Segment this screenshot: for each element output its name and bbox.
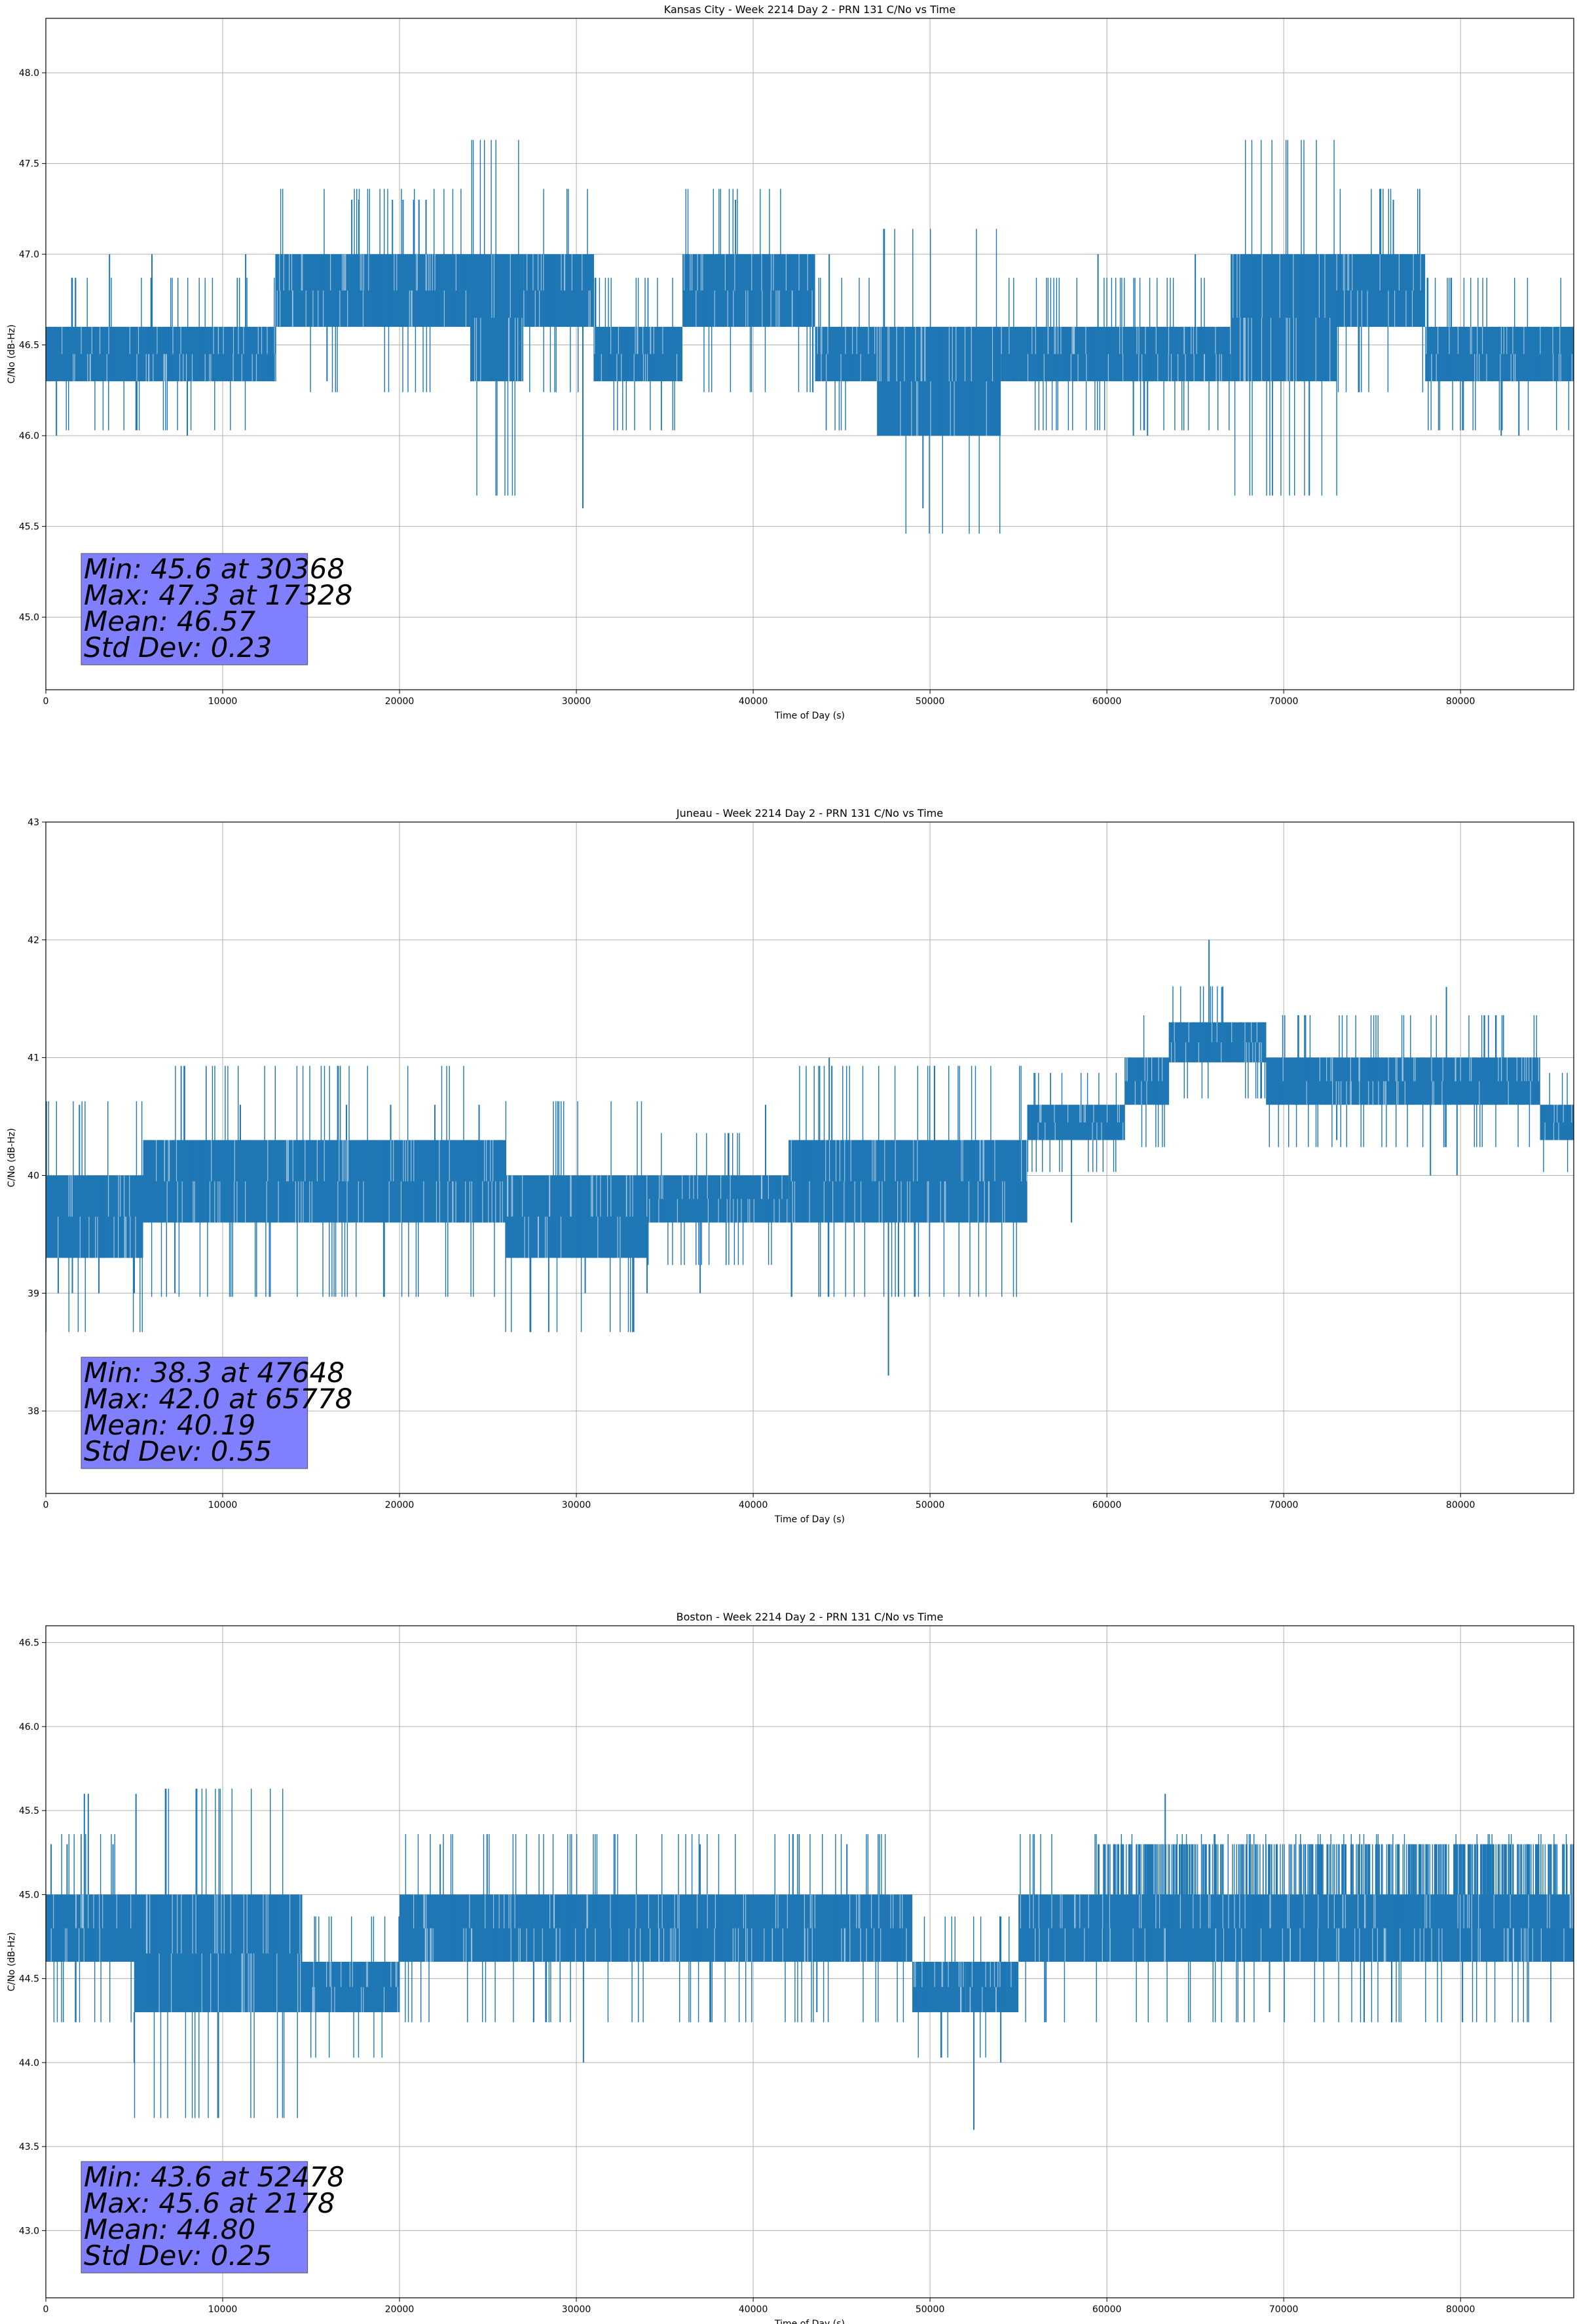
chart-title: Juneau - Week 2214 Day 2 - PRN 131 C/No …	[676, 807, 943, 819]
stats-box-background	[81, 553, 308, 665]
y-tick-label: 44.0	[19, 2058, 39, 2069]
y-tick-label: 45.0	[19, 1890, 39, 1900]
x-tick-label: 0	[43, 696, 49, 707]
x-tick-label: 70000	[1269, 696, 1299, 707]
y-tick-label: 45.0	[19, 612, 39, 623]
x-tick-label: 10000	[208, 1500, 238, 1510]
x-tick-label: 10000	[208, 696, 238, 707]
chart-panel-kansas-city: Kansas City - Week 2214 Day 2 - PRN 131 …	[7, 3, 1574, 721]
stats-std-dev: Std Dev: 0.23	[84, 631, 272, 664]
y-tick-label: 43	[28, 817, 39, 828]
chart-title: Kansas City - Week 2214 Day 2 - PRN 131 …	[664, 3, 955, 16]
x-axis-label: Time of Day (s)	[774, 1514, 845, 1525]
x-tick-label: 30000	[562, 696, 591, 707]
y-tick-label: 38	[28, 1406, 39, 1417]
stats-box-background	[81, 2161, 308, 2274]
stats-max: Max: 45.6 at 2178	[84, 2187, 335, 2219]
x-tick-label: 40000	[739, 1500, 768, 1510]
x-tick-label: 50000	[916, 2304, 945, 2315]
series-cno	[46, 140, 1574, 534]
x-tick-label: 80000	[1446, 696, 1475, 707]
stats-mean: Mean: 40.19	[84, 1409, 255, 1441]
signal-band	[647, 1175, 789, 1223]
signal-band	[276, 254, 471, 327]
x-tick-label: 60000	[1092, 696, 1122, 707]
stats-mean: Mean: 46.57	[84, 605, 255, 637]
y-axis-label: C/No (dB-Hz)	[7, 1128, 17, 1187]
axis-ticks: 0 10000 20000 30000 40000 50000 60000 70000 8000…	[28, 817, 1475, 1510]
stats-min: Min: 38.3 at 47648	[84, 1357, 344, 1389]
chart-panel-juneau: Juneau - Week 2214 Day 2 - PRN 131 C/No …	[7, 807, 1574, 1525]
signal-trace	[46, 1788, 1574, 2118]
stats-box: Min: 38.3 at 47648 Max: 42.0 at 65778 Me…	[81, 1357, 352, 1469]
x-tick-label: 40000	[739, 2304, 768, 2315]
y-tick-label: 46.5	[19, 341, 39, 351]
stats-box-background	[81, 1357, 308, 1469]
axes-frame	[45, 18, 1574, 690]
signal-band	[1027, 1104, 1125, 1140]
stats-box: Min: 45.6 at 30368 Max: 47.3 at 17328 Me…	[81, 553, 352, 665]
x-tick-label: 80000	[1446, 1500, 1475, 1510]
y-tick-label: 47.5	[19, 159, 39, 170]
x-axis-label: Time of Day (s)	[774, 711, 845, 721]
series-cno	[46, 1788, 1574, 2130]
y-tick-label: 39	[28, 1288, 39, 1299]
series-cno	[45, 939, 1574, 1376]
y-tick-label: 44.5	[19, 1974, 39, 1985]
x-tick-label: 60000	[1092, 2304, 1122, 2315]
y-tick-label: 43.0	[19, 2226, 39, 2236]
y-tick-label: 41	[28, 1053, 39, 1064]
x-tick-label: 20000	[385, 2304, 415, 2315]
x-tick-label: 30000	[562, 2304, 591, 2315]
y-tick-label: 40	[28, 1171, 39, 1181]
signal-band	[46, 1175, 143, 1258]
y-tick-label: 46.0	[19, 431, 39, 441]
axes-frame	[45, 1625, 1574, 2298]
stats-box: Min: 43.6 at 52478 Max: 45.6 at 2178 Mea…	[81, 2161, 344, 2274]
y-axis-label: C/No (dB-Hz)	[7, 1932, 17, 1991]
stats-std-dev: Std Dev: 0.25	[84, 2240, 272, 2272]
x-tick-label: 70000	[1269, 2304, 1299, 2315]
y-tick-label: 42	[28, 935, 39, 946]
y-tick-label: 45.5	[19, 522, 39, 533]
x-axis-label: Time of Day (s)	[774, 2319, 845, 2324]
stats-mean: Mean: 44.80	[84, 2213, 255, 2245]
stats-min: Min: 45.6 at 30368	[84, 553, 344, 585]
x-tick-label: 50000	[916, 696, 945, 707]
axis-ticks: 0 10000 20000 30000 40000 50000 60000 70000 8000…	[19, 1638, 1475, 2315]
x-tick-label: 80000	[1446, 2304, 1475, 2315]
x-tick-label: 40000	[739, 696, 768, 707]
signal-trace-dither	[50, 1894, 1573, 2012]
y-tick-label: 47.0	[19, 250, 39, 260]
y-tick-label: 43.5	[19, 2142, 39, 2152]
x-tick-label: 50000	[916, 1500, 945, 1510]
signal-trace-dither	[58, 1022, 1572, 1258]
y-tick-label: 46.5	[19, 1638, 39, 1649]
axis-ticks: 0 10000 20000 30000 40000 50000 60000 70000 8000…	[19, 68, 1475, 707]
x-tick-label: 20000	[385, 696, 415, 707]
chart-title: Boston - Week 2214 Day 2 - PRN 131 C/No …	[677, 1611, 944, 1623]
x-tick-label: 0	[43, 1500, 49, 1510]
x-tick-label: 0	[43, 2304, 49, 2315]
chart-panel-boston: Boston - Week 2214 Day 2 - PRN 131 C/No …	[7, 1611, 1574, 2324]
stats-min: Min: 43.6 at 52478	[84, 2161, 344, 2193]
y-axis-label: C/No (dB-Hz)	[7, 324, 17, 383]
x-tick-label: 70000	[1269, 1500, 1299, 1510]
x-tick-label: 30000	[562, 1500, 591, 1510]
stats-max: Max: 47.3 at 17328	[84, 579, 352, 611]
y-tick-label: 48.0	[19, 68, 39, 79]
x-tick-label: 60000	[1092, 1500, 1122, 1510]
axes-frame	[45, 821, 1574, 1494]
stats-std-dev: Std Dev: 0.55	[84, 1435, 272, 1467]
signal-trace	[48, 140, 1570, 534]
x-tick-label: 20000	[385, 1500, 415, 1510]
x-tick-label: 10000	[208, 2304, 238, 2315]
stats-max: Max: 42.0 at 65778	[84, 1383, 352, 1415]
signal-trace-dither	[62, 254, 1572, 436]
y-tick-label: 45.5	[19, 1806, 39, 1816]
y-tick-label: 46.0	[19, 1722, 39, 1733]
